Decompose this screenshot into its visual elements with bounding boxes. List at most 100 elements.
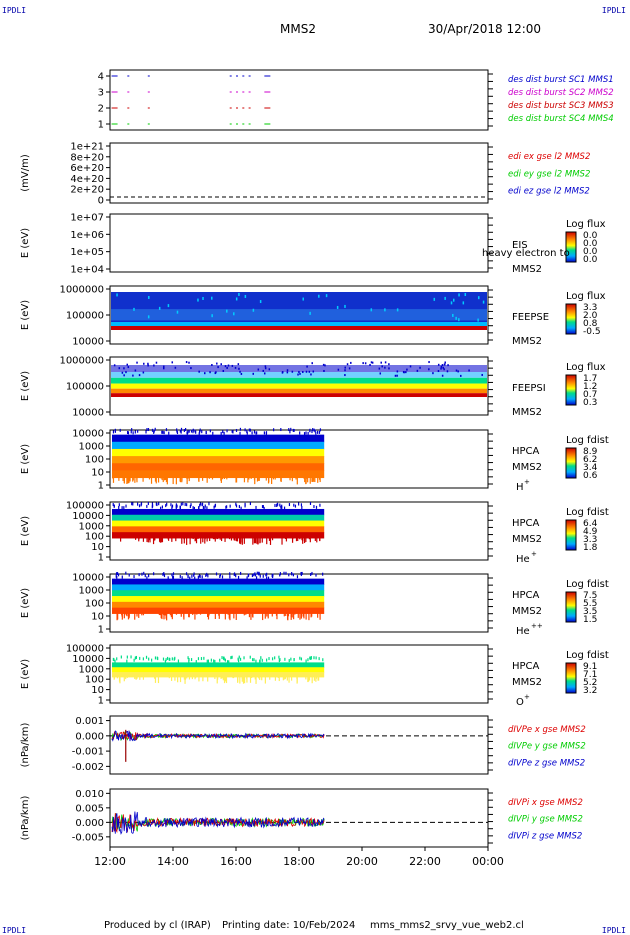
spectrogram-fringe bbox=[201, 575, 203, 579]
spectrogram-fringe bbox=[278, 659, 280, 663]
y-axis-label: (mV/m) bbox=[20, 154, 31, 192]
spectrogram-fringe bbox=[221, 675, 223, 679]
y-tick-label: 10 bbox=[91, 468, 104, 479]
spectrogram-fringe bbox=[160, 476, 162, 479]
instrument-label: FEEPSI bbox=[512, 383, 546, 394]
spectrogram-fringe bbox=[250, 476, 252, 479]
spectrogram-fringe bbox=[190, 503, 192, 507]
y-axis-label: (nPa/km) bbox=[20, 723, 31, 768]
spectrogram-fringe bbox=[316, 536, 318, 543]
datetime-title: 30/Apr/2018 12:00 bbox=[428, 22, 542, 36]
spectrogram-fringe bbox=[123, 506, 125, 510]
spectrogram-fringe bbox=[258, 476, 260, 481]
spectrogram-speckle bbox=[190, 367, 192, 370]
spectrogram-fringe bbox=[308, 536, 310, 540]
spectrogram-fringe bbox=[264, 675, 266, 684]
spectrogram-fringe bbox=[309, 429, 311, 433]
spectrogram-fringe bbox=[184, 502, 186, 506]
spectrogram-fringe bbox=[196, 612, 198, 615]
spacecraft-label: MMS2 bbox=[512, 462, 542, 473]
spectrogram-speckle bbox=[444, 361, 446, 364]
spectrogram-fringe bbox=[234, 536, 236, 541]
spectrogram-fringe bbox=[285, 571, 287, 575]
spectrogram-fringe bbox=[181, 576, 183, 580]
spectrogram-fringe bbox=[214, 536, 216, 542]
y-axis-label: E (eV) bbox=[20, 588, 31, 618]
spectrogram-fringe bbox=[117, 612, 119, 620]
series-line bbox=[111, 811, 325, 835]
spectrogram-fringe bbox=[213, 536, 215, 540]
spectrogram-speckle bbox=[364, 362, 367, 365]
y-tick-label: 10000 bbox=[72, 408, 104, 419]
spectrogram-speckle bbox=[308, 370, 311, 373]
spectrogram-fringe bbox=[286, 675, 288, 681]
y-tick-label: -0.002 bbox=[72, 762, 104, 773]
spectrogram-fringe bbox=[121, 612, 123, 617]
y-tick-label: -0.001 bbox=[72, 747, 104, 758]
spectrogram-fringe bbox=[200, 536, 202, 544]
spectrogram-band bbox=[112, 526, 325, 533]
spectrogram-fringe bbox=[192, 536, 194, 540]
spectrogram-speckle bbox=[441, 374, 444, 377]
spectrogram-fringe bbox=[190, 429, 193, 433]
spectrogram-speckle bbox=[462, 301, 465, 305]
spectrogram-fringe bbox=[194, 536, 197, 541]
spectrogram-fringe bbox=[293, 428, 295, 432]
spectrogram-fringe bbox=[229, 612, 231, 621]
y-tick-label: 2 bbox=[98, 104, 104, 115]
spectrogram-speckle bbox=[478, 296, 480, 300]
spectrogram-fringe bbox=[126, 430, 129, 434]
spectrogram-fringe bbox=[119, 675, 121, 684]
spectrogram-fringe bbox=[200, 657, 203, 661]
spectrogram-fringe bbox=[228, 612, 230, 619]
spectrogram-band bbox=[111, 377, 487, 384]
spectrogram-speckle bbox=[121, 371, 124, 374]
spacecraft-label: MMS2 bbox=[512, 264, 542, 275]
spectrogram-fringe bbox=[240, 506, 242, 510]
spectrogram-speckle bbox=[370, 361, 373, 364]
spectrogram-fringe bbox=[211, 476, 214, 480]
spectrogram-fringe bbox=[311, 675, 313, 684]
spectrogram-fringe bbox=[254, 476, 256, 485]
spectrogram-fringe bbox=[157, 476, 160, 483]
spectrogram-fringe bbox=[228, 660, 230, 664]
legend-label: edi ez gse l2 MMS2 bbox=[508, 187, 590, 197]
spectrogram-speckle bbox=[447, 364, 449, 367]
spectrogram-fringe bbox=[246, 431, 248, 435]
spectrogram-fringe bbox=[195, 536, 198, 544]
spectrogram-speckle bbox=[153, 364, 155, 367]
species-label: O bbox=[516, 697, 524, 708]
spectrogram-speckle bbox=[344, 369, 346, 372]
spectrogram-fringe bbox=[305, 431, 307, 435]
spectrogram-band bbox=[112, 596, 325, 603]
spectrogram-fringe bbox=[226, 429, 228, 433]
spectrogram-fringe bbox=[112, 476, 115, 483]
spectrogram-speckle bbox=[116, 293, 118, 297]
spectrogram-fringe bbox=[172, 575, 174, 579]
spectrogram-fringe bbox=[188, 675, 191, 680]
spectrogram-fringe bbox=[112, 430, 115, 434]
spectrogram-speckle bbox=[437, 363, 440, 366]
spectrogram-speckle bbox=[405, 371, 407, 374]
spectrogram-fringe bbox=[165, 612, 168, 615]
y-tick-label: 3 bbox=[98, 88, 104, 99]
spectrogram-fringe bbox=[116, 675, 118, 679]
spectrogram-fringe bbox=[265, 476, 267, 481]
spectrogram-fringe bbox=[198, 430, 201, 434]
spectrogram-fringe bbox=[177, 659, 180, 663]
spectrogram-fringe bbox=[134, 656, 136, 660]
colorbar-tick-label: 0.0 bbox=[583, 247, 598, 257]
spectrogram-speckle bbox=[158, 306, 161, 310]
spectrogram-band bbox=[111, 322, 487, 326]
spectrogram-speckle bbox=[226, 309, 228, 313]
spectrogram-speckle bbox=[148, 295, 150, 299]
spectrogram-fringe bbox=[161, 612, 163, 620]
spectrogram-fringe bbox=[127, 612, 130, 620]
spectrogram-fringe bbox=[207, 675, 209, 682]
spectrogram-fringe bbox=[118, 505, 120, 509]
colorbar-tick-label: 0.0 bbox=[583, 231, 598, 241]
y-axis-label: (nPa/km) bbox=[20, 796, 31, 841]
y-axis-label: E (eV) bbox=[20, 371, 31, 401]
spectrogram-fringe bbox=[266, 572, 268, 576]
spectrogram-fringe bbox=[142, 476, 144, 482]
